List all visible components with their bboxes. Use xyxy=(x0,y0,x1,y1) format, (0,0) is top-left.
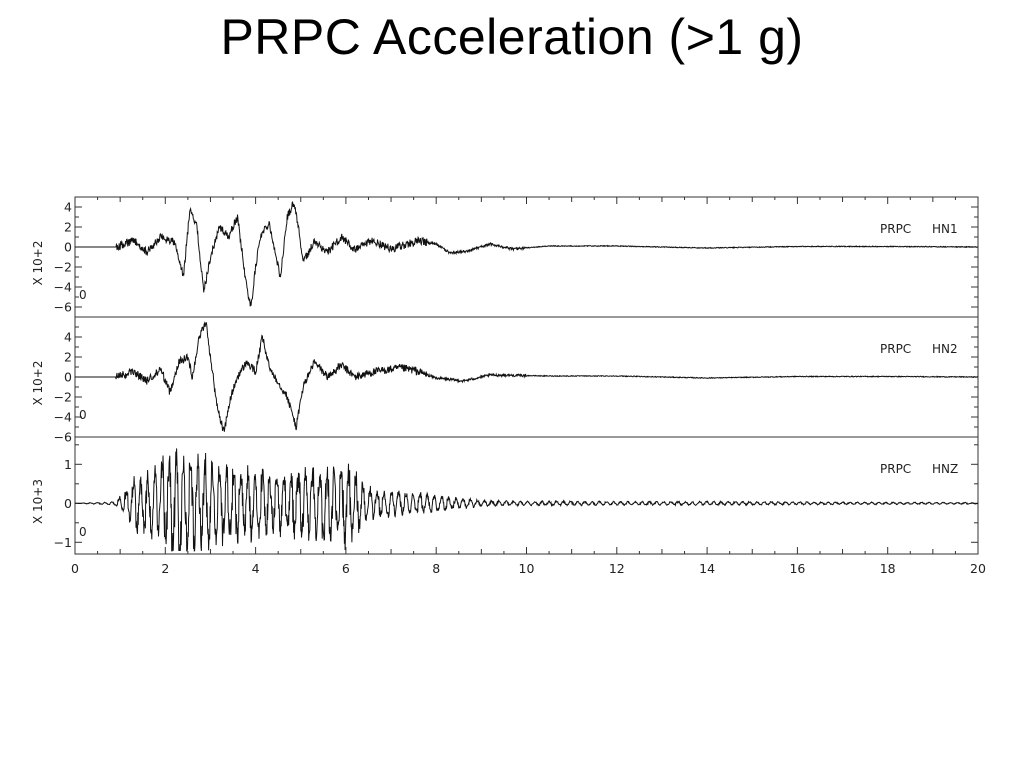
x-tick-label: 0 xyxy=(71,561,79,576)
station-label-hnz: PRPC xyxy=(880,462,911,476)
channel-label-hn1: HN1 xyxy=(932,222,958,236)
slide-title: PRPC Acceleration (>1 g) xyxy=(220,9,804,65)
x-tick-label: 16 xyxy=(789,561,805,576)
y-tick-label-hn1: 2 xyxy=(64,220,72,235)
channel-label-hnz: HNZ xyxy=(932,462,958,476)
y-tick-label-hn2: −6 xyxy=(54,430,72,445)
y-tick-label-hnz: −1 xyxy=(54,535,72,550)
y-tick-label-hn1: −4 xyxy=(54,280,72,295)
y-tick-label-hn1: 4 xyxy=(64,200,72,215)
y-tick-label-hnz: 1 xyxy=(64,457,72,472)
y-tick-label-hn2: 0 xyxy=(64,370,72,385)
x-tick-label: 4 xyxy=(252,561,260,576)
panel-frame-hn2 xyxy=(74,316,979,438)
y-tick-label-hn2: 4 xyxy=(64,330,72,345)
x-tick-label: 10 xyxy=(519,561,535,576)
scale-label-hn2: X 10+2 xyxy=(31,361,45,406)
station-label-hn1: PRPC xyxy=(880,222,911,236)
x-tick-label: 20 xyxy=(970,561,986,576)
x-tick-label: 12 xyxy=(609,561,625,576)
y-tick-label-hn1: −6 xyxy=(54,300,72,315)
station-label-hn2: PRPC xyxy=(880,342,911,356)
marker-hnz: 0 xyxy=(79,525,87,539)
waveform-hnz xyxy=(75,448,979,552)
x-tick-label: 2 xyxy=(161,561,169,576)
x-tick-label: 18 xyxy=(880,561,896,576)
x-tick-label: 8 xyxy=(432,561,440,576)
channel-label-hn2: HN2 xyxy=(932,342,958,356)
marker-hn1: 0 xyxy=(79,288,87,302)
y-tick-label-hn1: −2 xyxy=(54,260,72,275)
scale-label-hnz: X 10+3 xyxy=(31,479,45,524)
x-tick-label: 6 xyxy=(342,561,350,576)
marker-hn2: 0 xyxy=(79,408,87,422)
x-tick-label: 14 xyxy=(699,561,715,576)
waveform-hn2 xyxy=(75,321,979,432)
waveform-hn1 xyxy=(75,201,979,307)
y-tick-label-hn2: 2 xyxy=(64,350,72,365)
y-tick-label-hnz: 0 xyxy=(64,496,72,511)
y-tick-label-hn2: −2 xyxy=(54,390,72,405)
y-tick-label-hn1: 0 xyxy=(64,240,72,255)
y-tick-label-hn2: −4 xyxy=(54,410,72,425)
scale-label-hn1: X 10+2 xyxy=(31,241,45,286)
